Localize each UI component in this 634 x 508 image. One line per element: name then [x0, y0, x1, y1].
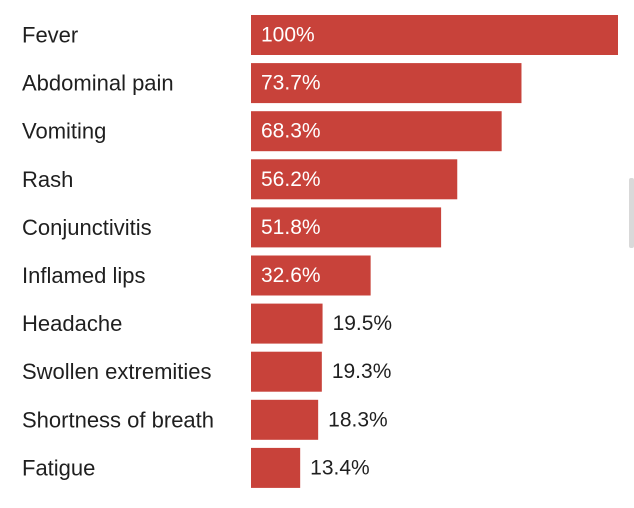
data-label: 73.7%: [261, 72, 321, 95]
bar: [251, 111, 502, 152]
data-label: 19.5%: [333, 312, 393, 335]
bar: [251, 447, 301, 488]
data-label: 56.2%: [261, 168, 321, 191]
data-label: 68.3%: [261, 120, 321, 143]
category-label: Abdominal pain: [22, 71, 174, 96]
category-label: Headache: [22, 311, 122, 336]
bar: [251, 303, 323, 344]
bar: [251, 351, 322, 392]
category-label: Inflamed lips: [22, 263, 146, 288]
bar: [251, 207, 442, 248]
data-label: 32.6%: [261, 264, 321, 287]
bar: [251, 63, 522, 104]
bar: [251, 15, 618, 55]
category-label: Conjunctivitis: [22, 215, 152, 240]
data-label: 51.8%: [261, 216, 321, 239]
category-label: Fatigue: [22, 455, 95, 480]
category-label: Fever: [22, 23, 78, 48]
category-label: Swollen extremities: [22, 359, 212, 384]
bar: [251, 399, 319, 440]
data-label: 18.3%: [328, 408, 388, 431]
scrollbar-indicator[interactable]: [629, 178, 634, 248]
data-label: 13.4%: [310, 456, 370, 479]
category-label: Vomiting: [22, 119, 106, 144]
category-label: Shortness of breath: [22, 407, 214, 432]
data-label: 100%: [261, 24, 315, 47]
bar: [251, 159, 458, 200]
bar: [251, 255, 371, 296]
data-label: 19.3%: [332, 360, 392, 383]
category-label: Rash: [22, 167, 73, 192]
